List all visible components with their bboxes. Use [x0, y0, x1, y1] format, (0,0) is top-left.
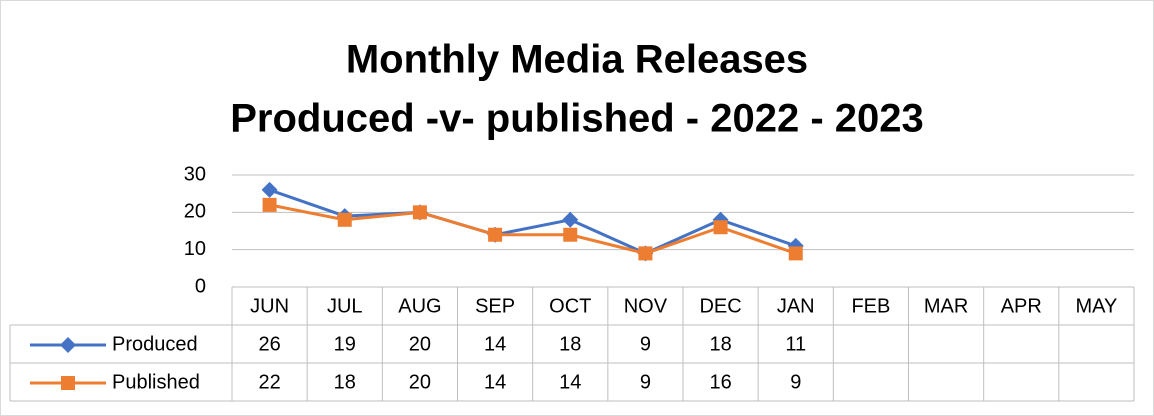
data-point — [412, 205, 427, 220]
series-line — [269, 188, 797, 255]
x-tick-label: SEP — [475, 295, 515, 317]
table-value: 14 — [484, 371, 506, 393]
legend-label: Published — [112, 371, 200, 393]
chart-subtitle: Produced -v- published - 2022 - 2023 — [230, 97, 924, 141]
x-tick-label: NOV — [624, 295, 668, 317]
x-tick-label: MAR — [924, 295, 968, 317]
x-tick-label: FEB — [851, 295, 890, 317]
legend-marker — [61, 376, 75, 390]
x-tick-label: JAN — [777, 295, 815, 317]
table-value: 20 — [409, 333, 431, 355]
table-value: 18 — [559, 333, 581, 355]
data-point — [337, 212, 352, 227]
legend-label: Produced — [112, 333, 198, 355]
y-tick-label: 20 — [184, 201, 206, 223]
y-tick-label: 30 — [184, 163, 206, 185]
y-tick-label: 0 — [195, 275, 206, 297]
x-tick-label: OCT — [549, 295, 591, 317]
data-point — [261, 181, 278, 198]
x-tick-label: JUL — [327, 295, 363, 317]
x-tick-label: JUN — [250, 295, 289, 317]
x-tick-label: AUG — [398, 295, 441, 317]
legend-marker — [60, 337, 76, 353]
data-point — [638, 246, 653, 261]
data-point — [262, 197, 277, 212]
table-value: 14 — [559, 371, 581, 393]
data-point — [562, 211, 579, 228]
table-value: 16 — [709, 371, 731, 393]
data-point — [488, 227, 503, 242]
table-value: 14 — [484, 333, 506, 355]
table-value: 18 — [709, 333, 731, 355]
table-value: 11 — [785, 333, 806, 355]
x-tick-label: MAY — [1075, 295, 1117, 317]
chart-title: Monthly Media Releases — [346, 38, 808, 82]
table-value: 19 — [334, 333, 356, 355]
x-tick-label: APR — [1001, 295, 1042, 317]
table-value: 26 — [258, 333, 280, 355]
table-value: 20 — [409, 371, 431, 393]
table-value: 9 — [640, 371, 651, 393]
table-value: 9 — [790, 371, 801, 393]
x-tick-label: DEC — [699, 295, 741, 317]
data-point — [713, 220, 728, 235]
y-tick-label: 10 — [184, 238, 206, 260]
data-point — [788, 246, 803, 261]
table-value: 18 — [334, 371, 356, 393]
series-line — [269, 203, 797, 255]
table-value: 9 — [640, 333, 651, 355]
table-value: 22 — [258, 371, 280, 393]
data-point — [563, 227, 578, 242]
